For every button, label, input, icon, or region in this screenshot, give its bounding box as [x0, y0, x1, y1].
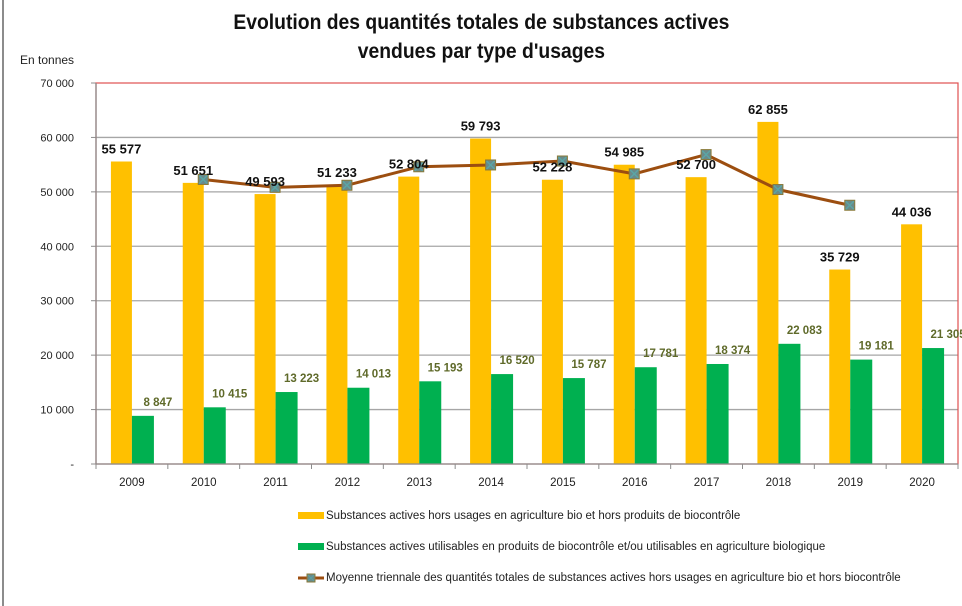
data-label-yellow: 62 855 [748, 102, 788, 117]
x-tick-label: 2010 [191, 477, 217, 489]
legend-label: Substances actives utilisables en produi… [326, 541, 826, 553]
data-label-yellow: 44 036 [892, 204, 932, 219]
y-tick-label: 10 000 [40, 405, 74, 417]
plot-area-border [95, 82, 959, 465]
data-label-yellow: 49 593 [245, 174, 285, 189]
data-label-green: 13 223 [284, 373, 319, 385]
bar-green [419, 381, 442, 464]
bar-yellow [182, 182, 204, 465]
data-label-yellow: 59 793 [461, 119, 501, 134]
x-tick-label: 2020 [909, 477, 935, 489]
line-marker-x [342, 180, 352, 190]
line-marker-x [845, 200, 855, 210]
bar-green [706, 363, 729, 464]
y-tick-label: 70 000 [40, 78, 74, 90]
data-label-green: 16 520 [499, 355, 534, 367]
line-marker-x [414, 162, 424, 172]
data-label-yellow: 51 651 [173, 163, 213, 178]
bar-yellow [757, 121, 779, 464]
line-marker-x [773, 185, 783, 195]
y-tick-label: 20 000 [40, 350, 74, 362]
data-label-green: 22 083 [787, 325, 822, 337]
bar-green [562, 378, 585, 464]
data-label-yellow: 52 700 [676, 157, 716, 172]
y-tick-label: 30 000 [40, 296, 74, 308]
data-label-green: 21 305 [930, 329, 962, 341]
bar-yellow [326, 185, 348, 464]
bar-yellow [901, 224, 923, 464]
data-label-green: 17 781 [643, 348, 679, 360]
x-tick-label: 2014 [478, 477, 504, 489]
legend-item-green-bars: Substances actives utilisables en produi… [298, 539, 916, 555]
bar-yellow [110, 161, 132, 465]
line-marker-x [486, 160, 496, 170]
x-tick-label: 2012 [335, 477, 361, 489]
bar-yellow [254, 194, 276, 464]
bar-yellow [613, 164, 635, 465]
data-label-yellow: 52 804 [389, 157, 430, 172]
legend-item-average-line: Moyenne triennale des quantités totales … [298, 570, 916, 586]
x-tick-label: 2015 [550, 477, 576, 489]
chart-title: Evolution des quantités totales de subst… [39, 8, 924, 66]
y-tick-label: 40 000 [40, 241, 74, 253]
data-label-yellow: 51 233 [317, 165, 357, 180]
data-label-green: 18 374 [715, 345, 751, 357]
bar-yellow [829, 269, 851, 464]
x-tick-label: 2016 [622, 477, 648, 489]
bar-green [203, 407, 226, 464]
line-marker-x [629, 169, 639, 179]
y-axis-unit-label: En tonnes [20, 53, 75, 67]
bar-green [275, 392, 298, 464]
data-label-yellow: 54 985 [604, 145, 644, 160]
data-label-green: 15 787 [571, 359, 606, 371]
bar-yellow [470, 138, 492, 464]
legend-item-yellow-bars: Substances actives hors usages en agricu… [298, 508, 916, 524]
bar-green [491, 374, 514, 464]
bar-green [634, 367, 657, 464]
bar-green [778, 343, 801, 464]
bar-yellow [685, 177, 707, 464]
data-label-green: 19 181 [859, 341, 895, 353]
x-tick-label: 2017 [694, 477, 720, 489]
data-label-green: 15 193 [428, 362, 463, 374]
data-label-yellow: 35 729 [820, 250, 860, 265]
line-marker-x [270, 182, 280, 192]
x-tick-label: 2018 [766, 477, 792, 489]
page-edge [2, 0, 4, 606]
line-marker-x [701, 150, 711, 160]
chart-title-line-1: Evolution des quantités totales de subst… [233, 11, 730, 34]
bar-green [131, 415, 154, 464]
data-label-yellow: 55 577 [102, 142, 142, 157]
line-marker-x [198, 174, 208, 184]
y-tick-label: 60 000 [40, 132, 74, 144]
chart-title-line-2: vendues par type d'usages [357, 40, 606, 63]
data-label-green: 10 415 [212, 388, 248, 400]
data-label-yellow: 52 228 [533, 160, 573, 175]
legend-swatch-green [298, 543, 324, 550]
bar-yellow [541, 179, 563, 464]
data-label-green: 8 847 [144, 397, 173, 409]
x-tick-label: 2019 [837, 477, 863, 489]
bar-green [347, 387, 370, 464]
x-tick-label: 2013 [406, 477, 432, 489]
bar-green [922, 348, 945, 464]
bar-yellow [398, 176, 420, 464]
data-label-green: 14 013 [356, 369, 391, 381]
legend-label: Substances actives hors usages en agricu… [326, 510, 741, 522]
chart-plot: - 10 000 20 000 30 000 40 000 50 000 60 000 70 … [40, 78, 962, 489]
legend-swatch-yellow [298, 512, 324, 519]
x-tick-label: 2011 [263, 477, 288, 489]
line-marker-x [557, 156, 567, 166]
legend-label: Moyenne triennale des quantités totales … [326, 572, 901, 584]
average-line [203, 152, 851, 207]
bar-green [850, 359, 873, 464]
y-tick-label: - [70, 459, 74, 471]
legend-line-marker-icon [298, 573, 324, 583]
legend: Substances actives hors usages en agricu… [298, 508, 916, 601]
y-tick-label: 50 000 [40, 187, 74, 199]
x-tick-label: 2009 [119, 477, 145, 489]
